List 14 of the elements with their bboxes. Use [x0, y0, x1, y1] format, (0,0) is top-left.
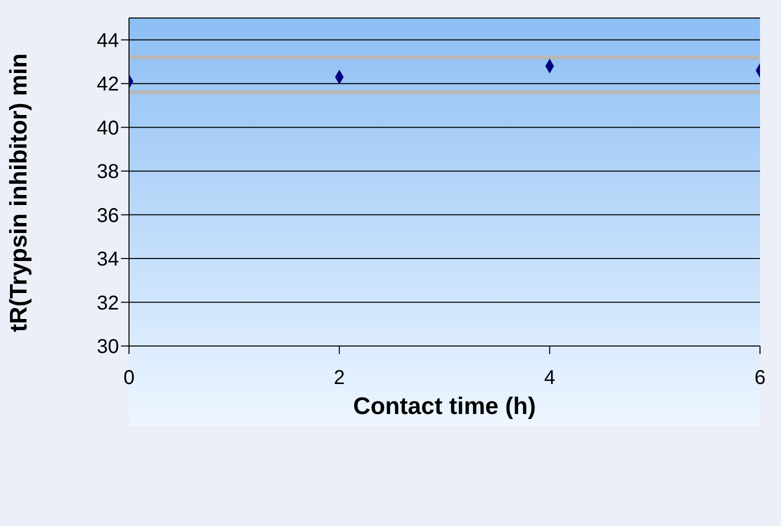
x-tick-label: 6	[754, 367, 766, 390]
y-tick-label: 40	[96, 117, 119, 140]
y-axis-title: tR(Trypsin inhibitor) min	[6, 53, 33, 332]
x-tick-label: 0	[123, 367, 135, 390]
x-axis-title: Contact time (h)	[353, 393, 536, 420]
y-tick-label: 32	[96, 292, 119, 314]
y-tick-label: 42	[96, 74, 119, 96]
y-tick-label: 30	[96, 336, 119, 358]
y-tick-label: 44	[96, 30, 119, 52]
y-tick-label: 36	[96, 204, 119, 227]
y-tick-label: 34	[96, 248, 119, 271]
x-tick-label: 4	[544, 367, 556, 390]
y-tick-label: 38	[96, 161, 119, 184]
x-tick-label: 2	[334, 367, 345, 390]
